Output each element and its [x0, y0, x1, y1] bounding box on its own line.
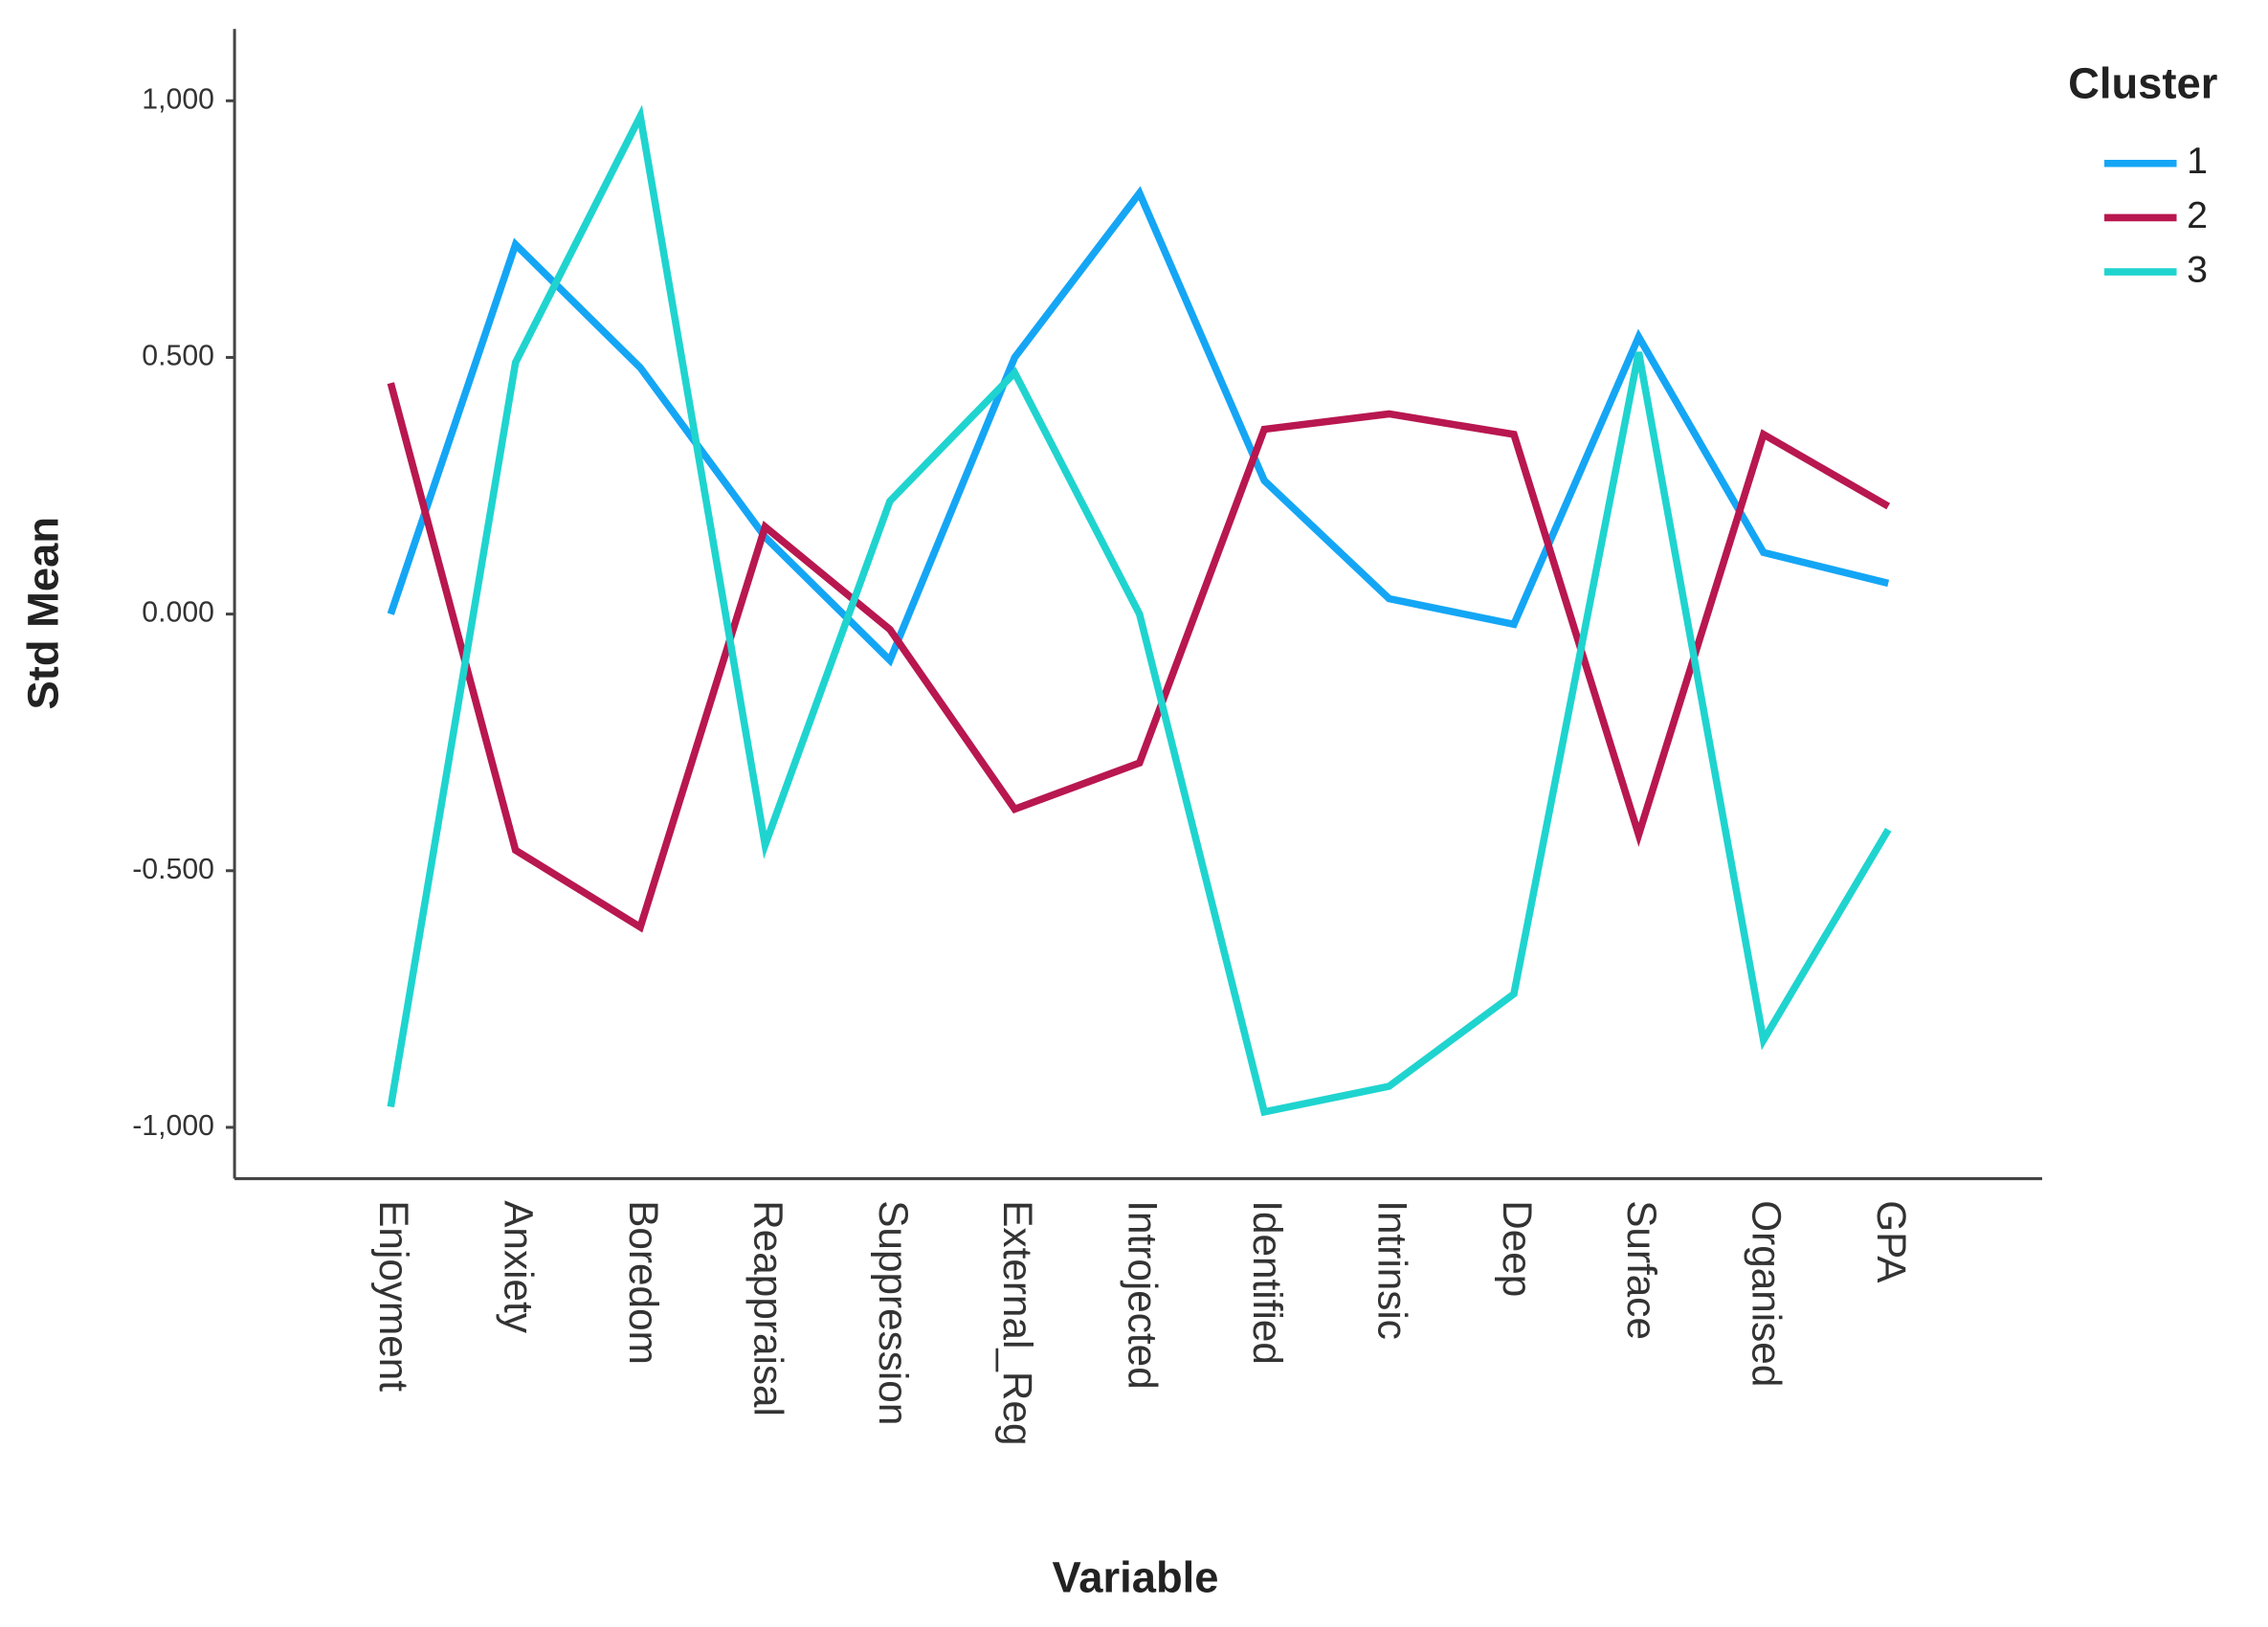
x-tick-label: Enjoyment — [371, 1200, 416, 1392]
x-tick-label: External_Reg — [995, 1200, 1040, 1445]
x-tick-label: Reappraisal — [745, 1200, 790, 1416]
x-tick-label: Surface — [1619, 1200, 1664, 1340]
y-axis-title: Std Mean — [19, 517, 68, 709]
legend-label: 3 — [2187, 248, 2208, 290]
y-tick-label: -1,000 — [132, 1110, 214, 1142]
y-tick-label: 0.000 — [142, 597, 214, 629]
x-tick-label: Intrinsic — [1369, 1200, 1414, 1340]
x-tick-label: Deep — [1495, 1200, 1540, 1297]
y-tick-label: 0.500 — [142, 340, 214, 371]
series-line — [387, 382, 1891, 933]
x-tick-label: Organised — [1745, 1200, 1790, 1387]
x-axis-title: Variable — [1053, 1553, 1219, 1602]
legend-label: 1 — [2187, 140, 2208, 182]
x-tick-label: Suppression — [871, 1200, 916, 1425]
x-tick-label: Introjected — [1121, 1200, 1166, 1390]
legend-title: Cluster — [2068, 59, 2217, 108]
y-tick-label: -0.500 — [132, 854, 214, 885]
x-tick-label: Identified — [1245, 1200, 1290, 1365]
y-tick-label: 1,000 — [142, 83, 214, 115]
x-tick-label: GPA — [1869, 1200, 1914, 1283]
series-line — [387, 104, 1892, 1117]
legend-label: 2 — [2187, 194, 2208, 236]
x-tick-label: Boredom — [621, 1200, 666, 1365]
series-line — [387, 186, 1890, 667]
x-tick-label: Anxiety — [497, 1200, 542, 1334]
